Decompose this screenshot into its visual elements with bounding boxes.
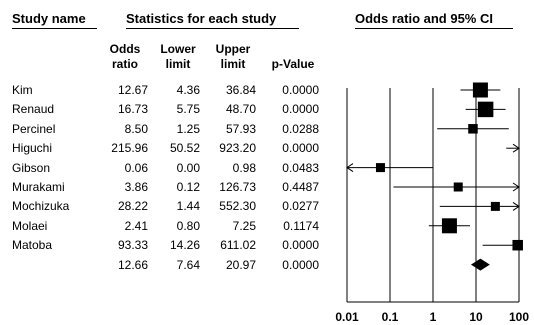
study-name: Renaud <box>12 102 55 117</box>
col-header-odds-ratio-line2: ratio <box>111 57 138 71</box>
study-name: Higuchi <box>12 141 53 156</box>
study-name: Mochizuka <box>12 199 70 214</box>
lower-limit-value: 5.75 <box>176 102 200 117</box>
odds-ratio-value: 215.96 <box>111 141 148 156</box>
col-header-odds-ratio: Odds ratio <box>100 42 150 72</box>
upper-limit-value: 611.02 <box>220 238 256 253</box>
point-estimate <box>453 182 463 192</box>
point-estimate <box>477 101 494 118</box>
upper-limit-value: 48.70 <box>225 102 256 117</box>
odds-ratio-value: 0.06 <box>124 160 148 175</box>
lower-limit-value: 50.52 <box>169 141 200 156</box>
study-name: Percinel <box>12 121 56 136</box>
lower-limit-value: 1.25 <box>176 121 200 136</box>
col-header-p-value-line1: p-Value <box>271 57 315 71</box>
odds-ratio-value: 12.66 <box>117 257 148 272</box>
upper-limit-value: 57.93 <box>225 121 256 136</box>
odds-ratio-value: 93.33 <box>117 238 148 253</box>
study-name: Gibson <box>12 160 51 175</box>
point-estimate <box>441 218 457 234</box>
clip-arrow-right <box>512 143 520 153</box>
study-name: Kim <box>12 83 33 97</box>
tick-label: 0.1 <box>382 310 399 324</box>
point-estimate <box>512 239 523 251</box>
point-estimate <box>490 201 500 211</box>
clip-arrow-left <box>346 163 354 173</box>
upper-limit-value: 36.84 <box>225 83 256 97</box>
p-value: 0.0000 <box>282 83 319 97</box>
col-header-upper-limit: Upper limit <box>208 42 258 72</box>
header-study-name: Study name <box>12 11 86 26</box>
summary-diamond <box>470 258 490 271</box>
odds-ratio-value: 2.41 <box>124 218 148 233</box>
lower-limit-value: 7.64 <box>176 257 200 272</box>
lower-limit-value: 1.44 <box>176 199 200 214</box>
lower-limit-value: 0.00 <box>176 160 200 175</box>
col-header-upper-limit-line1: Upper <box>215 42 251 56</box>
p-value: 0.1174 <box>283 218 319 233</box>
clip-arrow-right <box>512 201 520 211</box>
point-estimate <box>472 82 488 98</box>
upper-limit-value: 552.30 <box>219 199 256 214</box>
header-study-name-underline <box>12 28 97 29</box>
odds-ratio-value: 28.22 <box>117 199 148 214</box>
tick-label: 100 <box>509 310 529 324</box>
lower-limit-value: 4.36 <box>176 83 200 97</box>
tick-label: 10 <box>469 310 483 324</box>
p-value: 0.0000 <box>282 257 319 272</box>
header-statistics-underline <box>126 28 299 29</box>
p-value: 0.0000 <box>282 238 319 253</box>
upper-limit-value: 126.73 <box>219 180 256 194</box>
upper-limit-value: 0.98 <box>232 160 256 175</box>
col-header-lower-limit: Lower limit <box>154 42 202 72</box>
tick-label: 0.01 <box>335 310 359 324</box>
upper-limit-value: 20.97 <box>225 257 256 272</box>
study-name: Murakami <box>12 180 65 194</box>
lower-limit-value: 0.80 <box>176 218 200 233</box>
point-estimate <box>468 124 478 134</box>
col-header-lower-limit-line2: limit <box>165 57 191 71</box>
p-value: 0.0483 <box>282 160 319 175</box>
col-header-p-value: p-Value <box>262 57 324 72</box>
upper-limit-value: 7.25 <box>232 218 256 233</box>
study-name: Molaei <box>12 218 48 233</box>
lower-limit-value: 0.12 <box>176 180 200 194</box>
study-name: Matoba <box>12 238 53 253</box>
odds-ratio-value: 16.73 <box>117 102 148 117</box>
p-value: 0.0277 <box>282 199 319 214</box>
col-header-upper-limit-line2: limit <box>220 57 246 71</box>
header-plot: Odds ratio and 95% CI <box>355 11 493 26</box>
lower-limit-value: 14.26 <box>169 238 200 253</box>
p-value: 0.0000 <box>282 102 319 117</box>
tick-label: 1 <box>430 310 437 324</box>
odds-ratio-value: 8.50 <box>124 121 148 136</box>
odds-ratio-value: 12.67 <box>117 83 148 97</box>
col-header-lower-limit-line1: Lower <box>160 42 196 56</box>
header-plot-underline <box>355 28 513 29</box>
p-value: 0.4487 <box>282 180 319 194</box>
upper-limit-value: 923.20 <box>219 141 256 156</box>
p-value: 0.0288 <box>282 121 319 136</box>
col-header-odds-ratio-line1: Odds <box>109 42 141 56</box>
header-statistics: Statistics for each study <box>126 11 277 26</box>
odds-ratio-value: 3.86 <box>124 180 148 194</box>
point-estimate <box>375 163 385 173</box>
clip-arrow-right <box>512 182 520 192</box>
p-value: 0.0000 <box>282 141 319 156</box>
